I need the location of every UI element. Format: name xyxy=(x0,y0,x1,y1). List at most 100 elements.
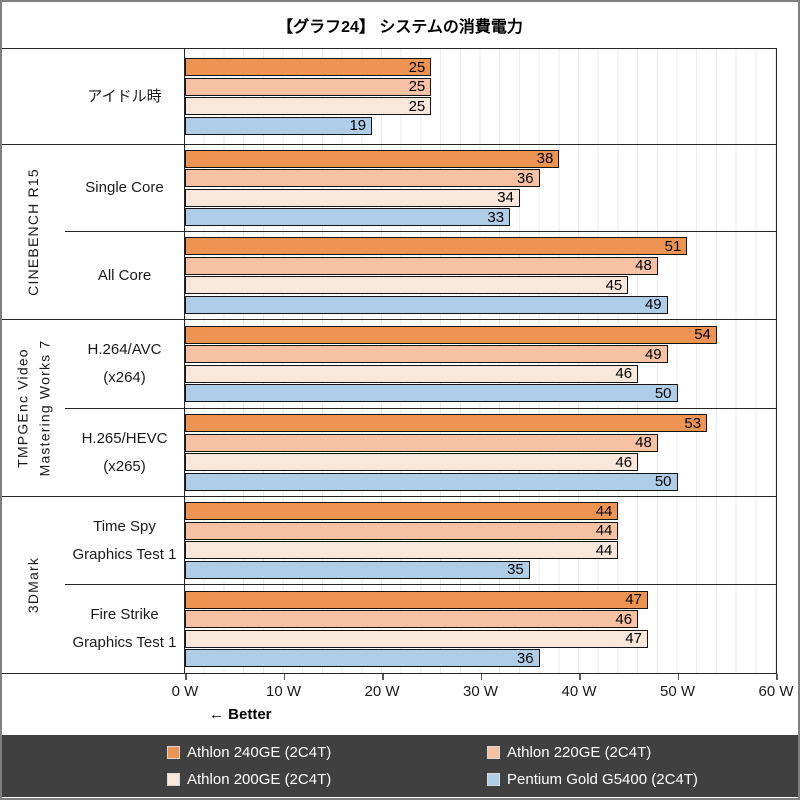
bar: 44 xyxy=(185,541,619,560)
row-label-line: H.264/AVC xyxy=(87,341,162,359)
bar: 50 xyxy=(185,384,678,403)
bar: 53 xyxy=(185,414,708,433)
bar-value-label: 36 xyxy=(516,169,534,187)
bar-value-label: 25 xyxy=(408,97,426,115)
legend-item: Athlon 220GE (2C4T) xyxy=(487,744,798,761)
row-label-line: Graphics Test 1 xyxy=(72,545,177,563)
axis-tick-label: 0 W xyxy=(171,683,199,700)
section-label-line: Mastering Works 7 xyxy=(35,339,52,477)
row-label: アイドル時 xyxy=(65,49,185,144)
bar: 46 xyxy=(185,453,639,472)
bar: 46 xyxy=(185,610,639,629)
section-label: 3DMark xyxy=(2,496,65,673)
bar: 47 xyxy=(185,629,648,648)
row-label-line: アイドル時 xyxy=(87,87,162,105)
bar-value-label: 50 xyxy=(654,473,672,491)
bar: 45 xyxy=(185,276,629,295)
bar: 34 xyxy=(185,188,520,207)
section-label: CINEBENCH R15 xyxy=(2,144,65,319)
legend-item: Pentium Gold G5400 (2C4T) xyxy=(487,771,798,788)
bar-value-label: 50 xyxy=(654,384,672,402)
bar: 44 xyxy=(185,502,619,521)
axis-tick-label: 20 W xyxy=(364,683,400,700)
page-title: 【グラフ24】 システムの消費電力 xyxy=(277,19,523,36)
better-annotation: ← Better xyxy=(209,706,272,723)
bar-value-label: 45 xyxy=(605,276,623,294)
bar: 33 xyxy=(185,208,511,227)
bar-value-label: 33 xyxy=(487,208,505,226)
bar-group: 51 48 45 49 xyxy=(185,231,776,319)
chart-grid: アイドル時 25 25 25 19 CINEBENCH R15 Single Core 38 3… xyxy=(2,48,777,674)
bar-group: 25 25 25 19 xyxy=(185,49,776,144)
row-label-line: H.265/HEVC xyxy=(81,429,168,447)
bar-value-label: 46 xyxy=(615,365,633,383)
legend: Athlon 240GE (2C4T) Athlon 220GE (2C4T) At… xyxy=(2,735,798,797)
bar-value-label: 49 xyxy=(644,296,662,314)
axis-tick-label: 30 W xyxy=(462,683,499,700)
axis-tick xyxy=(283,674,285,680)
row-label-line: Fire Strike xyxy=(90,606,159,624)
bar-value-label: 44 xyxy=(595,502,613,520)
section-label-text: CINEBENCH R15 xyxy=(23,168,45,296)
legend-swatch xyxy=(487,746,500,759)
legend-item: Athlon 200GE (2C4T) xyxy=(167,771,487,788)
section-label-text: TMPGEnc Video Mastering Works 7 xyxy=(12,340,55,477)
axis-tick xyxy=(579,674,581,680)
row-label-line: (x264) xyxy=(103,369,146,386)
row-label: H.264/AVC (x264) xyxy=(65,319,185,408)
bar-value-label: 48 xyxy=(635,434,652,452)
bar: 47 xyxy=(185,590,648,609)
bar-group: 44 44 44 35 xyxy=(185,496,776,584)
bar: 38 xyxy=(185,149,560,168)
row-label-line: Single Core xyxy=(85,179,164,197)
bar: 25 xyxy=(185,97,432,116)
row-label: Single Core xyxy=(65,144,185,231)
bar-value-label: 35 xyxy=(507,561,524,579)
legend-item: Athlon 240GE (2C4T) xyxy=(167,744,487,761)
bar: 54 xyxy=(185,325,717,344)
bar: 19 xyxy=(185,116,373,135)
bar-group: 53 48 46 50 xyxy=(185,408,776,496)
row-label: Time Spy Graphics Test 1 xyxy=(65,496,185,584)
bar-value-label: 46 xyxy=(615,453,633,471)
row-label: H.265/HEVC (x265) xyxy=(65,408,185,496)
legend-swatch xyxy=(167,773,180,786)
bar: 46 xyxy=(185,364,639,383)
bar: 36 xyxy=(185,169,540,188)
bar-value-label: 36 xyxy=(516,649,534,667)
bar-value-label: 44 xyxy=(595,522,613,540)
section-label-line: CINEBENCH R15 xyxy=(24,168,41,296)
row-label-line: All Core xyxy=(97,266,152,284)
axis-tick-label: 10 W xyxy=(265,683,302,700)
row-label: Fire Strike Graphics Test 1 xyxy=(65,584,185,673)
bar: 49 xyxy=(185,345,668,364)
bar-value-label: 51 xyxy=(664,237,682,255)
bar: 48 xyxy=(185,256,658,275)
row-label: All Core xyxy=(65,231,185,319)
bar-value-label: 25 xyxy=(408,78,426,96)
bar: 36 xyxy=(185,649,540,668)
axis-tick xyxy=(480,674,482,680)
bar: 44 xyxy=(185,521,619,540)
bar-value-label: 25 xyxy=(408,58,426,76)
bar: 51 xyxy=(185,237,688,256)
bar-value-label: 44 xyxy=(595,541,613,559)
section-label-spacer xyxy=(2,49,65,144)
bar: 35 xyxy=(185,560,530,579)
section-label-line: 3DMark xyxy=(24,556,41,614)
row-label-line: (x265) xyxy=(103,457,146,475)
bar: 25 xyxy=(185,58,432,77)
bar-value-label: 19 xyxy=(349,117,367,135)
bar-value-label: 38 xyxy=(536,150,554,168)
axis-tick-label: 50 W xyxy=(659,683,696,700)
legend-label: Athlon 220GE (2C4T) xyxy=(507,744,652,761)
legend-swatch xyxy=(167,746,180,759)
legend-label: Athlon 240GE (2C4T) xyxy=(187,744,332,761)
axis-tick-label: 60 W xyxy=(758,683,794,700)
bar-value-label: 34 xyxy=(497,189,514,207)
legend-label: Pentium Gold G5400 (2C4T) xyxy=(507,771,698,788)
bar: 25 xyxy=(185,77,432,96)
bar-value-label: 47 xyxy=(625,591,642,609)
bar-value-label: 48 xyxy=(635,257,652,275)
